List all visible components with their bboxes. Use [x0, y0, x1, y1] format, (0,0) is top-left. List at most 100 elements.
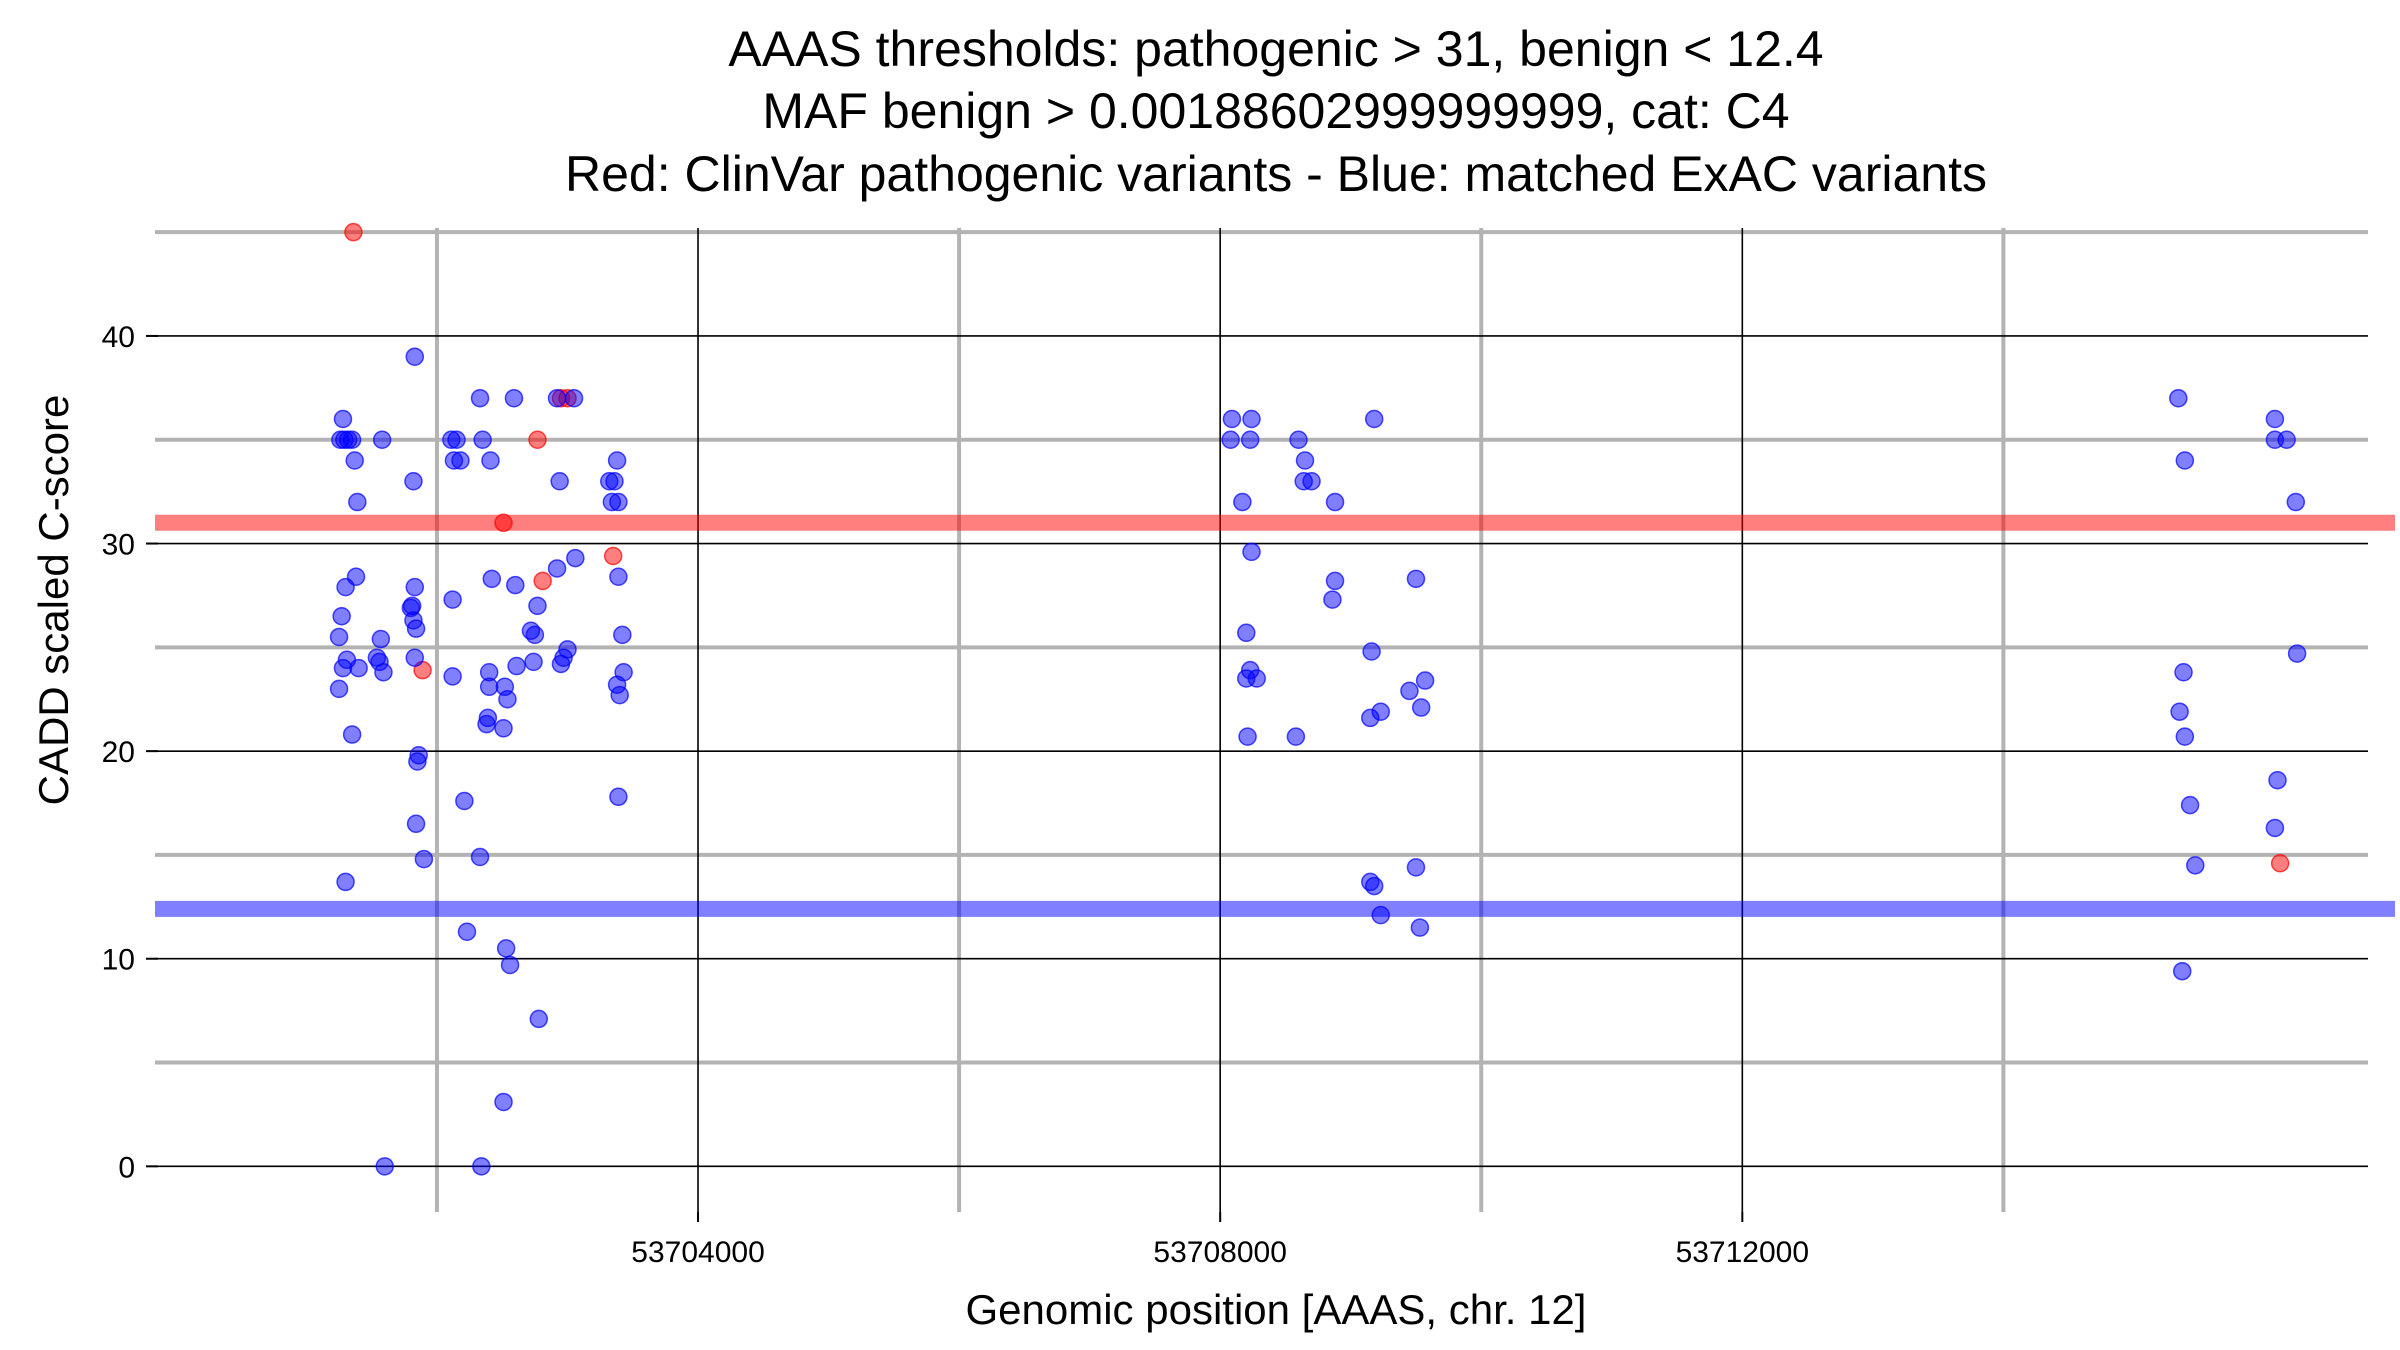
data-point: [405, 577, 425, 597]
data-point: [1371, 905, 1390, 925]
data-point: [528, 596, 547, 616]
data-point: [329, 679, 349, 699]
data-point: [406, 619, 426, 638]
data-point: [507, 656, 526, 676]
data-point: [2265, 818, 2285, 838]
data-point: [473, 430, 492, 449]
data-point: [1238, 727, 1257, 746]
data-point: [1289, 430, 1308, 449]
data-point: [371, 629, 391, 649]
data-point: [470, 388, 490, 408]
data-point: [2287, 644, 2307, 663]
data-point: [528, 430, 547, 449]
title-line-1: AAAS thresholds: pathogenic > 31, benign…: [728, 21, 1823, 77]
data-point: [1242, 542, 1261, 562]
data-point: [1406, 858, 1426, 877]
data-point: [547, 559, 567, 578]
data-point: [1247, 669, 1266, 688]
data-point: [1325, 492, 1345, 512]
data-point: [470, 847, 490, 867]
data-point: [609, 787, 628, 807]
data-point: [1302, 472, 1321, 491]
data-point: [1240, 430, 1260, 449]
data-point: [455, 791, 474, 811]
data-point: [342, 725, 362, 744]
data-point: [1371, 702, 1390, 721]
data-point: [481, 451, 500, 470]
data-point: [1410, 918, 1430, 937]
data-point: [500, 955, 520, 975]
data-point: [1242, 409, 1261, 429]
data-point: [550, 472, 569, 491]
data-point: [2175, 451, 2195, 470]
data-point: [607, 451, 627, 470]
data-point: [2170, 702, 2189, 721]
data-point: [1362, 642, 1381, 661]
data-point: [443, 590, 462, 609]
data-point: [1364, 876, 1384, 896]
data-point: [529, 1009, 549, 1029]
data-point: [2169, 388, 2188, 408]
data-point: [558, 640, 577, 659]
data-point: [496, 939, 516, 958]
data-point: [2186, 856, 2205, 875]
x-tick-label: 53712000: [1676, 1236, 1809, 1269]
x-tick-label: 53704000: [631, 1236, 764, 1269]
series-matched-exac-variants: [329, 347, 2307, 1176]
data-point: [2270, 853, 2290, 873]
data-point: [482, 569, 502, 589]
x-axis-title: Genomic position [AAAS, chr. 12]: [966, 1286, 1587, 1333]
title-line-3: Red: ClinVar pathogenic variants - Blue:…: [565, 146, 1987, 202]
data-point: [609, 567, 628, 587]
y-tick-label: 0: [118, 1151, 135, 1184]
data-point: [332, 606, 351, 626]
data-point: [2180, 795, 2200, 815]
data-point: [333, 409, 353, 429]
y-axis-title: CADD scaled C-score: [30, 395, 77, 806]
title-line-2: MAF benign > 0.00188602999999999, cat: C…: [762, 83, 1789, 139]
data-point: [472, 1157, 491, 1176]
data-point: [479, 677, 499, 697]
data-point: [348, 492, 367, 512]
data-point: [1323, 590, 1342, 609]
data-point: [414, 849, 434, 869]
data-point: [2277, 430, 2296, 449]
data-point: [2268, 770, 2287, 790]
y-tick-label: 20: [102, 736, 135, 769]
data-point: [451, 451, 470, 470]
data-point: [405, 347, 425, 366]
data-point: [344, 222, 363, 242]
data-point: [2172, 961, 2192, 981]
data-point: [494, 513, 513, 533]
data-point: [1286, 727, 1306, 746]
data-point: [1325, 571, 1345, 591]
data-point: [524, 652, 543, 672]
data-point: [1364, 409, 1384, 429]
data-point: [406, 814, 426, 834]
data-point: [609, 492, 628, 512]
x-tick-label: 53708000: [1153, 1236, 1286, 1269]
data-point: [494, 719, 513, 738]
data-point: [342, 430, 362, 449]
chart-title: AAAS thresholds: pathogenic > 31, benign…: [565, 21, 1987, 202]
data-point: [1222, 409, 1242, 429]
data-point: [533, 571, 552, 591]
data-point: [1415, 671, 1435, 690]
data-point: [566, 548, 585, 568]
data-point: [408, 752, 427, 771]
data-point: [1221, 430, 1240, 449]
series-clinvar-pathogenic-variants: [344, 222, 2290, 873]
data-point: [1237, 623, 1256, 643]
data-point: [1233, 492, 1252, 512]
data-point: [2265, 409, 2285, 429]
data-point: [547, 388, 567, 408]
data-point: [525, 625, 545, 645]
data-point: [375, 1157, 394, 1176]
data-point: [1411, 698, 1431, 717]
data-point: [614, 663, 633, 682]
y-tick-label: 30: [102, 529, 135, 562]
data-point: [447, 430, 466, 449]
data-point: [346, 567, 366, 587]
data-point: [506, 575, 525, 595]
